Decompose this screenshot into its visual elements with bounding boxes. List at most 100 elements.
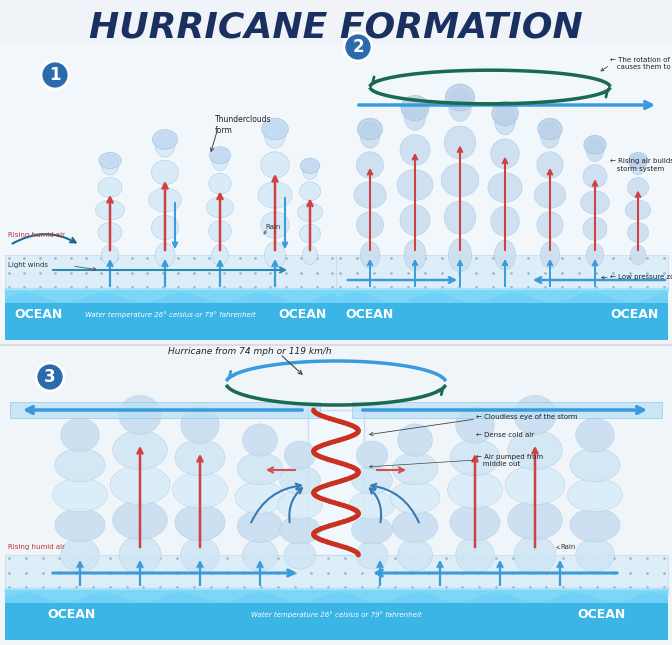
Text: Rain: Rain	[560, 544, 575, 550]
Ellipse shape	[181, 537, 219, 573]
Ellipse shape	[398, 424, 433, 456]
Ellipse shape	[349, 491, 394, 519]
Ellipse shape	[360, 242, 380, 268]
Ellipse shape	[456, 537, 494, 573]
Ellipse shape	[444, 201, 476, 234]
Ellipse shape	[538, 118, 562, 140]
Ellipse shape	[155, 133, 175, 157]
Ellipse shape	[492, 101, 518, 125]
Circle shape	[36, 363, 64, 391]
Ellipse shape	[298, 203, 323, 222]
Ellipse shape	[284, 441, 316, 469]
Ellipse shape	[209, 174, 231, 194]
Ellipse shape	[280, 516, 321, 544]
Ellipse shape	[626, 200, 650, 220]
Ellipse shape	[261, 212, 289, 238]
Ellipse shape	[149, 188, 181, 212]
Ellipse shape	[404, 239, 426, 270]
Text: ← Air pumped from
   middle out: ← Air pumped from middle out	[476, 453, 543, 466]
Ellipse shape	[151, 161, 179, 184]
Bar	[5, 590, 668, 602]
Text: Hurricane from 74 mph or 119 km/h: Hurricane from 74 mph or 119 km/h	[168, 346, 332, 355]
Ellipse shape	[302, 161, 318, 179]
Bar	[5, 555, 668, 590]
Text: OCEAN: OCEAN	[577, 608, 626, 622]
Ellipse shape	[212, 150, 228, 170]
Ellipse shape	[576, 418, 614, 452]
Ellipse shape	[358, 118, 382, 140]
Ellipse shape	[119, 395, 161, 435]
Bar	[0, 350, 672, 645]
Ellipse shape	[400, 135, 430, 165]
Ellipse shape	[212, 244, 228, 266]
Ellipse shape	[450, 504, 500, 541]
Ellipse shape	[258, 182, 292, 208]
Ellipse shape	[448, 88, 472, 121]
Ellipse shape	[446, 84, 474, 111]
Circle shape	[344, 33, 372, 61]
Text: HURRICANE FORMATION: HURRICANE FORMATION	[89, 10, 583, 44]
Text: ← Rising air builds up a
   storm system: ← Rising air builds up a storm system	[610, 159, 672, 172]
Ellipse shape	[448, 471, 503, 508]
Ellipse shape	[456, 407, 494, 443]
Bar	[5, 290, 336, 303]
Bar	[336, 255, 668, 290]
Ellipse shape	[488, 173, 522, 203]
Ellipse shape	[280, 466, 321, 494]
Ellipse shape	[390, 481, 440, 513]
Ellipse shape	[567, 478, 622, 511]
Ellipse shape	[235, 481, 285, 513]
Bar	[5, 255, 336, 290]
Ellipse shape	[356, 441, 388, 469]
Ellipse shape	[514, 395, 556, 435]
Ellipse shape	[351, 516, 392, 544]
Ellipse shape	[243, 424, 278, 456]
Ellipse shape	[237, 510, 283, 542]
Bar	[336, 290, 668, 340]
Circle shape	[41, 61, 69, 89]
Ellipse shape	[151, 215, 179, 239]
Text: Rising humid air: Rising humid air	[8, 232, 65, 238]
Ellipse shape	[55, 508, 105, 542]
Ellipse shape	[237, 453, 283, 485]
Ellipse shape	[357, 212, 384, 238]
Ellipse shape	[353, 182, 386, 208]
Ellipse shape	[507, 501, 562, 540]
Ellipse shape	[101, 245, 119, 265]
Ellipse shape	[98, 177, 122, 197]
Ellipse shape	[534, 182, 566, 208]
Text: 3: 3	[44, 368, 56, 386]
Text: Rain: Rain	[265, 224, 280, 230]
Ellipse shape	[401, 95, 429, 121]
Ellipse shape	[153, 130, 177, 150]
Ellipse shape	[55, 448, 105, 482]
Ellipse shape	[101, 155, 119, 175]
Ellipse shape	[537, 212, 563, 238]
Ellipse shape	[584, 135, 606, 154]
Ellipse shape	[630, 245, 646, 265]
Ellipse shape	[113, 501, 167, 540]
Text: ← Dense cold air: ← Dense cold air	[476, 432, 534, 438]
Ellipse shape	[243, 539, 278, 571]
Ellipse shape	[628, 152, 648, 168]
Bar	[352, 402, 662, 418]
Bar	[5, 590, 668, 640]
Ellipse shape	[398, 539, 433, 571]
Ellipse shape	[175, 504, 225, 541]
Ellipse shape	[444, 126, 476, 159]
Text: OCEAN: OCEAN	[47, 608, 95, 622]
Ellipse shape	[210, 146, 230, 164]
Ellipse shape	[505, 466, 565, 504]
Ellipse shape	[261, 118, 288, 140]
Ellipse shape	[507, 430, 562, 470]
Ellipse shape	[450, 439, 500, 476]
Bar	[10, 402, 320, 418]
Ellipse shape	[583, 164, 607, 188]
Ellipse shape	[351, 466, 392, 494]
Text: 2: 2	[352, 38, 364, 56]
Ellipse shape	[52, 478, 108, 511]
Ellipse shape	[491, 206, 519, 236]
Ellipse shape	[397, 170, 433, 201]
Ellipse shape	[400, 204, 430, 235]
Ellipse shape	[173, 471, 228, 508]
